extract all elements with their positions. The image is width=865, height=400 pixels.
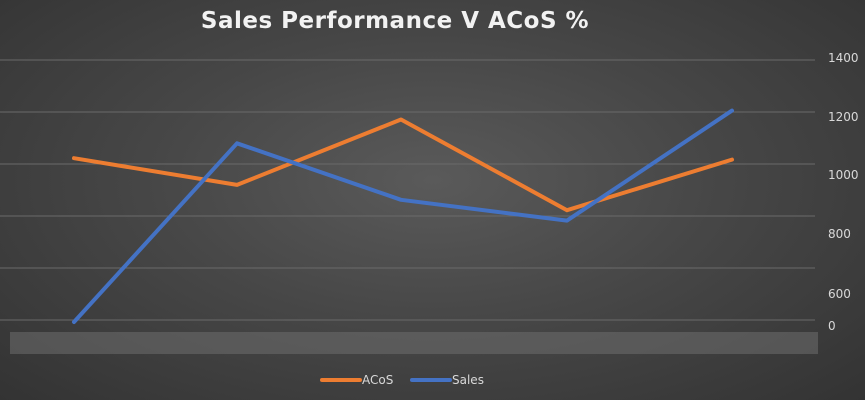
y-tick-label: 0	[828, 319, 836, 333]
chart-title: Sales Performance V ACoS %	[200, 8, 590, 34]
y-tick-label: 1000	[828, 168, 859, 182]
y-tick-label: 600	[828, 287, 851, 301]
plot-background	[10, 332, 818, 354]
legend-label-acos: ACoS	[362, 373, 393, 387]
y-tick-label: 1200	[828, 110, 859, 124]
legend-label-sales: Sales	[452, 373, 484, 387]
series-line-acos	[72, 117, 734, 213]
y-tick-label: 800	[828, 227, 851, 241]
y-axis-ticks: 1400 1200 1000 800 600 0	[828, 51, 859, 333]
y-tick-label: 1400	[828, 51, 859, 65]
bottom-band	[10, 332, 818, 354]
legend: ACoS Sales	[320, 373, 484, 387]
series-lines	[72, 108, 734, 324]
gridlines	[0, 59, 815, 321]
